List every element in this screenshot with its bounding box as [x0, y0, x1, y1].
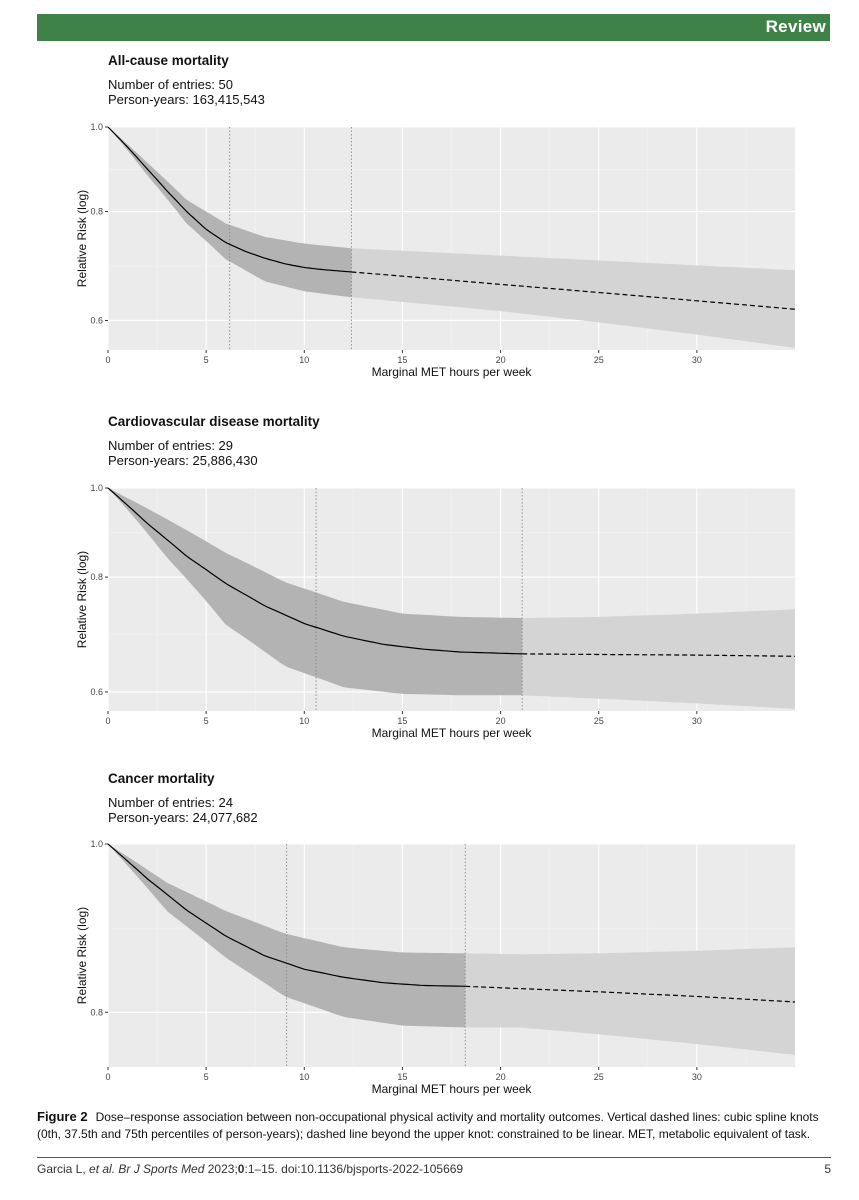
x-tick-label: 10: [299, 1072, 309, 1082]
x-axis-title: Marginal MET hours per week: [372, 1082, 533, 1096]
x-tick-label: 20: [496, 355, 506, 365]
estimate-line-extrapolated: [351, 271, 796, 310]
panel-title-all-cause: All-cause mortality: [108, 53, 229, 68]
chart-cancer: 0 5 10 15 20 25 30 0.8 1.0 Marginal MET hours per…: [75, 839, 796, 1096]
x-tick-label: 5: [204, 355, 209, 365]
entries-count-cvd: Number of entries: 29: [108, 438, 234, 453]
estimate-line-extrapolated: [522, 653, 795, 657]
y-tick-label: 1.0: [90, 483, 103, 493]
footer-citation: Garcia L, et al. Br J Sports Med 2023;0:…: [37, 1162, 463, 1176]
x-axis-title: Marginal MET hours per week: [372, 726, 533, 740]
x-tick-label: 30: [692, 1072, 702, 1082]
panel-title-cvd: Cardiovascular disease mortality: [108, 414, 320, 429]
citation-authors: Garcia L,: [37, 1162, 90, 1176]
person-years-cancer: Person-years: 24,077,682: [108, 810, 258, 825]
y-tick-label: 0.6: [90, 315, 103, 325]
person-years-cvd: Person-years: 25,886,430: [108, 453, 258, 468]
panel-title-cancer: Cancer mortality: [108, 771, 215, 786]
x-tick-label: 0: [105, 355, 110, 365]
y-tick-label: 0.8: [90, 207, 103, 217]
person-years-all-cause: Person-years: 163,415,543: [108, 92, 265, 107]
x-tick-label: 0: [105, 716, 110, 726]
figure-caption-text: Dose–response association between non-oc…: [37, 1110, 819, 1141]
y-axis-title: Relative Risk (log): [75, 907, 89, 1004]
chart-cvd: 0 5 10 15 20 25 30 0.6 0.8 1.0 Marginal MET hours …: [75, 483, 795, 740]
x-tick-label: 5: [204, 716, 209, 726]
x-tick-label: 10: [299, 716, 309, 726]
x-tick-label: 20: [496, 1072, 506, 1082]
estimate-line-extrapolated: [465, 985, 796, 1003]
x-tick-label: 30: [692, 355, 702, 365]
x-tick-label: 15: [397, 355, 407, 365]
y-axis-title: Relative Risk (log): [75, 551, 89, 648]
ci-band-extrapolated: [522, 609, 795, 709]
ci-band-fitted: [108, 488, 523, 696]
citation-year: 2023;: [204, 1162, 238, 1176]
estimate-line-fitted: [107, 126, 352, 273]
estimate-line-fitted: [107, 487, 523, 655]
chart-all-cause: 0 5 10 15 20 25 30 0.6 0.8 1.0 Marginal MET hours …: [75, 122, 796, 379]
x-tick-label: 15: [397, 1072, 407, 1082]
ci-band-extrapolated: [465, 947, 795, 1055]
figure-caption: Figure 2 Dose–response association betwee…: [37, 1108, 837, 1143]
citation-doi: :1–15. doi:10.1136/bjsports-2022-105669: [244, 1162, 464, 1176]
page-number: 5: [824, 1162, 831, 1176]
entries-count-all-cause: Number of entries: 50: [108, 77, 234, 92]
y-tick-label: 1.0: [90, 122, 103, 132]
y-tick-label: 0.8: [90, 1007, 103, 1017]
x-tick-label: 0: [105, 1072, 110, 1082]
x-tick-label: 25: [594, 716, 604, 726]
footer-rule: [37, 1157, 831, 1158]
x-tick-label: 15: [397, 716, 407, 726]
y-axis-title: Relative Risk (log): [75, 190, 89, 287]
x-tick-label: 20: [496, 716, 506, 726]
estimate-line-fitted: [107, 843, 466, 987]
x-tick-label: 25: [594, 355, 604, 365]
citation-volume: 0: [237, 1162, 245, 1176]
ci-band-fitted: [108, 127, 352, 298]
x-tick-label: 25: [594, 1072, 604, 1082]
figure-label: Figure 2: [37, 1109, 88, 1124]
y-tick-label: 1.0: [90, 839, 103, 849]
citation-journal: et al. Br J Sports Med: [89, 1162, 205, 1176]
ci-band-extrapolated: [351, 248, 795, 348]
header-bar: Review: [37, 14, 830, 41]
y-tick-label: 0.8: [90, 572, 103, 582]
x-tick-label: 10: [299, 355, 309, 365]
x-tick-label: 30: [692, 716, 702, 726]
x-tick-label: 5: [204, 1072, 209, 1082]
entries-count-cancer: Number of entries: 24: [108, 795, 234, 810]
x-axis-title: Marginal MET hours per week: [372, 365, 533, 379]
section-label: Review: [765, 17, 826, 36]
y-tick-label: 0.6: [90, 687, 103, 697]
